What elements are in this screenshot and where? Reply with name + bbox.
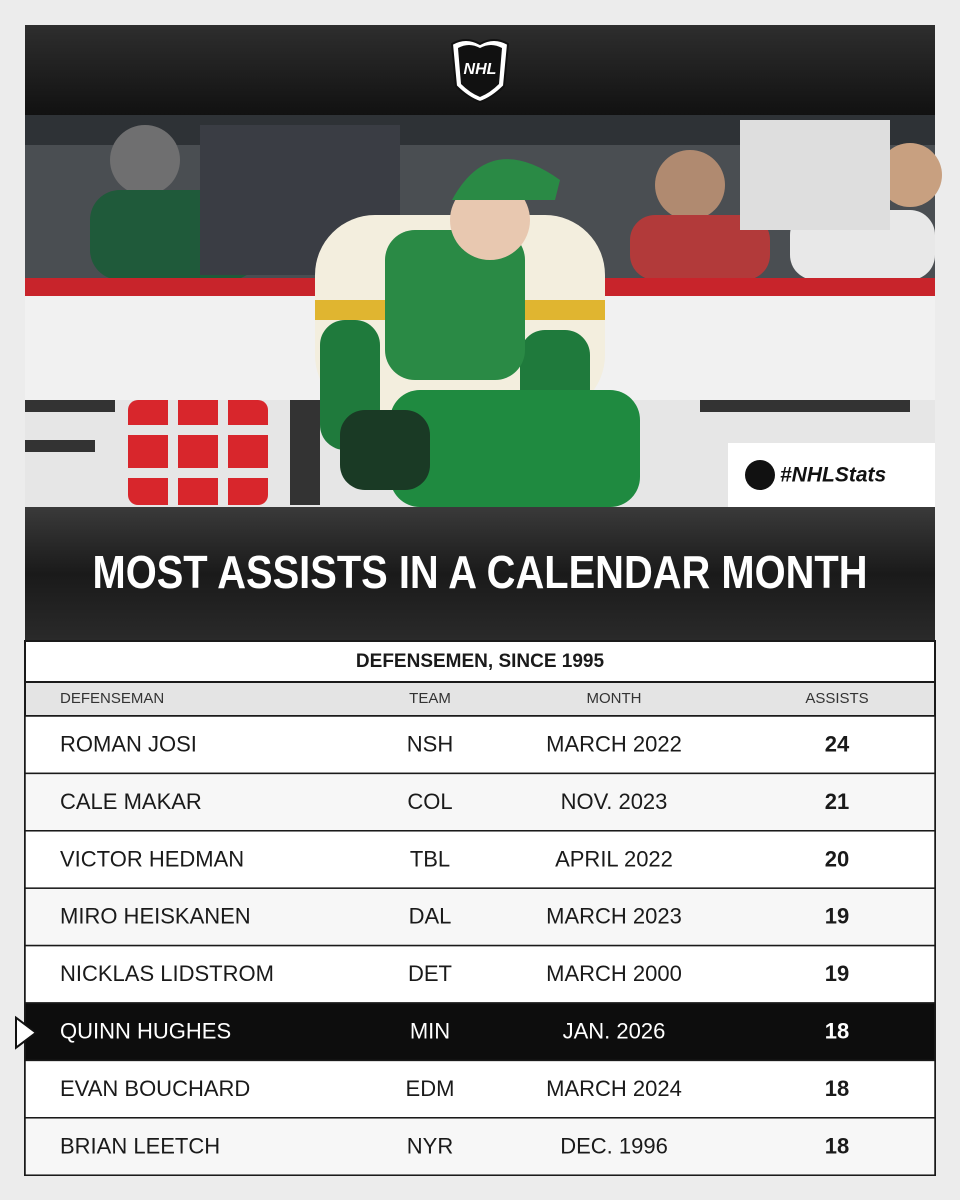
table-row — [24, 887, 936, 947]
column-header: ASSISTS — [805, 690, 868, 707]
month: MARCH 2024 — [546, 1076, 682, 1101]
assists-value: 18 — [825, 1133, 849, 1158]
table-row — [24, 830, 936, 889]
team: TBL — [410, 846, 450, 871]
column-header: TEAM — [409, 690, 451, 707]
assists-value: 18 — [825, 1019, 849, 1044]
table-row — [24, 1059, 936, 1119]
badge-logo — [745, 460, 775, 490]
team: MIN — [410, 1019, 450, 1044]
assists-value: 19 — [825, 961, 849, 986]
player: MIRO HEISKANEN — [60, 904, 251, 929]
logo-text: NHL — [464, 61, 497, 78]
table: DEFENSEMAN TEAM MONTH ASSISTS ROMAN JOSI NSH M… — [15, 690, 936, 1176]
team: COL — [407, 789, 452, 814]
table-row — [24, 944, 936, 1004]
assists-value: 18 — [825, 1076, 849, 1101]
table-row — [24, 715, 936, 775]
highlighted-row — [24, 1002, 936, 1062]
team: DAL — [409, 904, 452, 929]
assists-value: 21 — [825, 789, 849, 814]
month: NOV. 2023 — [561, 789, 668, 814]
month: APRIL 2022 — [555, 846, 673, 871]
player: ROMAN JOSI — [60, 732, 197, 757]
month: JAN. 2026 — [563, 1019, 666, 1044]
column-header: MONTH — [587, 690, 642, 707]
row-marker — [15, 1015, 38, 1050]
title: MOST ASSISTS IN A CALENDAR MONTH — [93, 546, 868, 598]
month: MARCH 2000 — [546, 961, 682, 986]
hashtag: #NHLStats — [780, 464, 886, 487]
team: DET — [408, 961, 452, 986]
assists-value: 19 — [825, 904, 849, 929]
column-header-row — [24, 681, 936, 717]
assists-value: 24 — [825, 732, 850, 757]
team: NSH — [407, 732, 453, 757]
month: MARCH 2023 — [546, 904, 682, 929]
nhl-logo: NHL — [450, 39, 510, 104]
player: VICTOR HEDMAN — [60, 846, 244, 871]
player: NICKLAS LIDSTROM — [60, 961, 274, 986]
title-band — [25, 507, 935, 641]
player: CALE MAKAR — [60, 789, 202, 814]
month: DEC. 1996 — [560, 1133, 668, 1158]
team: EDM — [406, 1076, 455, 1101]
photo — [25, 115, 942, 507]
player: EVAN BOUCHARD — [60, 1076, 250, 1101]
player: QUINN HUGHES — [60, 1019, 231, 1044]
assists-value: 20 — [825, 846, 849, 871]
column-header: DEFENSEMAN — [60, 690, 164, 707]
subtitle: DEFENSEMEN, SINCE 1995 — [356, 651, 605, 672]
player: BRIAN LEETCH — [60, 1133, 220, 1158]
table-row — [24, 1117, 936, 1176]
month: MARCH 2022 — [546, 732, 682, 757]
team: NYR — [407, 1133, 453, 1158]
table-row — [24, 772, 936, 832]
